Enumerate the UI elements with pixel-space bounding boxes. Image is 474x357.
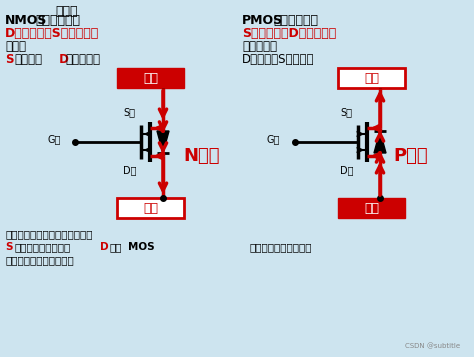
Text: 输出: 输出 [143, 201, 158, 215]
Text: 由于寄生二极管直接导通，因此: 由于寄生二极管直接导通，因此 [5, 229, 92, 239]
Bar [117, 68, 184, 88]
Text: 假如：: 假如： [5, 40, 26, 53]
Text: 接输入，: 接输入， [14, 53, 42, 66]
Text: S极: S极 [123, 107, 135, 117]
Text: D极: D极 [123, 165, 137, 175]
Bar [338, 68, 405, 88]
Text: D极接输入；S极接输出。: D极接输入；S极接输出。 [5, 27, 99, 40]
Text: MOS: MOS [128, 242, 155, 252]
Polygon shape [157, 131, 169, 153]
Text: NMOS: NMOS [5, 14, 47, 27]
Text: S极接输入；D极接输出。: S极接输入；D极接输出。 [242, 27, 336, 40]
Text: D: D [55, 53, 69, 66]
Text: 管正确接法：: 管正确接法： [35, 14, 80, 27]
Text: 输出: 输出 [364, 71, 379, 85]
Text: 极电压可以无条件到: 极电压可以无条件到 [14, 242, 70, 252]
Text: 假如反接：: 假如反接： [242, 40, 277, 53]
Text: N沟道: N沟道 [183, 147, 219, 165]
Text: 管就失去了开关的作用。: 管就失去了开关的作用。 [5, 255, 74, 265]
Bar [338, 198, 405, 218]
Text: 输入: 输入 [143, 71, 158, 85]
Text: S极: S极 [340, 107, 352, 117]
Text: D: D [100, 242, 109, 252]
Text: S: S [5, 53, 13, 66]
Text: 极，: 极， [109, 242, 121, 252]
Bar [117, 198, 184, 218]
Text: G极: G极 [267, 134, 281, 144]
Text: 接输出呢？: 接输出呢？ [65, 53, 100, 66]
Text: D接输入，S接输出。: D接输入，S接输出。 [242, 53, 315, 66]
Text: 管正确接法：: 管正确接法： [273, 14, 318, 27]
Polygon shape [374, 131, 386, 153]
Text: S: S [5, 242, 12, 252]
Text: D极: D极 [340, 165, 354, 175]
Text: G极: G极 [47, 134, 60, 144]
Text: 输入: 输入 [364, 201, 379, 215]
Text: 同样失去了开关作用。: 同样失去了开关作用。 [250, 242, 312, 252]
Text: 反证：: 反证： [55, 5, 78, 18]
Text: CSDN @subtitle: CSDN @subtitle [405, 342, 460, 349]
Text: P沟道: P沟道 [393, 147, 428, 165]
Text: PMOS: PMOS [242, 14, 283, 27]
